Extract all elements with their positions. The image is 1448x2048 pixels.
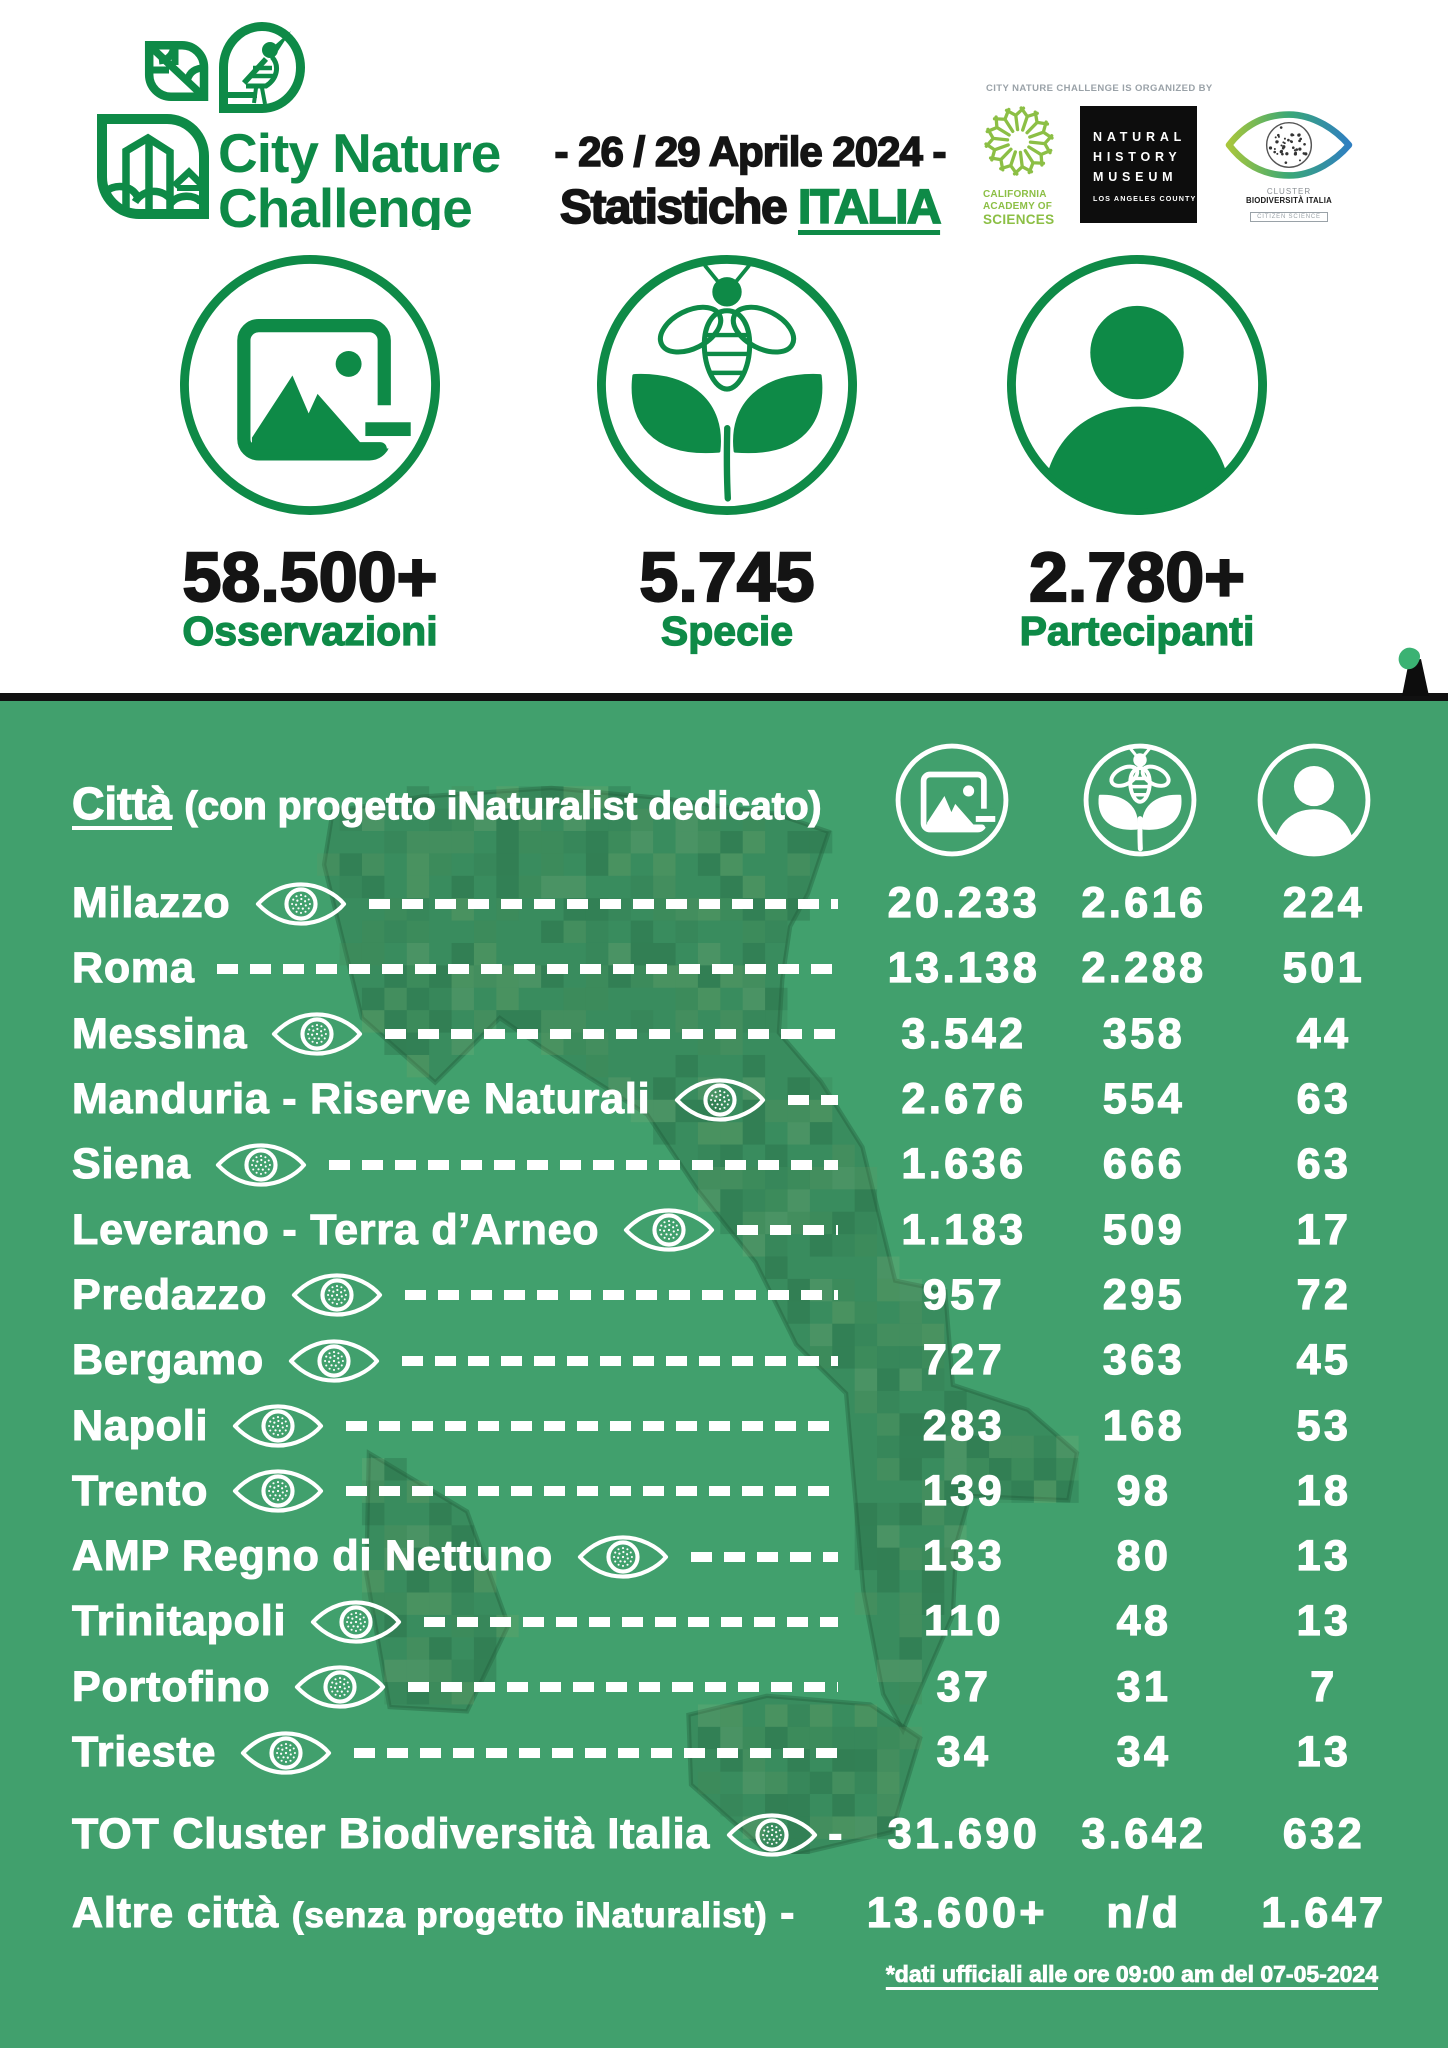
svg-text:City Nature: City Nature [218, 122, 500, 184]
svg-text:Challenge: Challenge [218, 177, 472, 230]
